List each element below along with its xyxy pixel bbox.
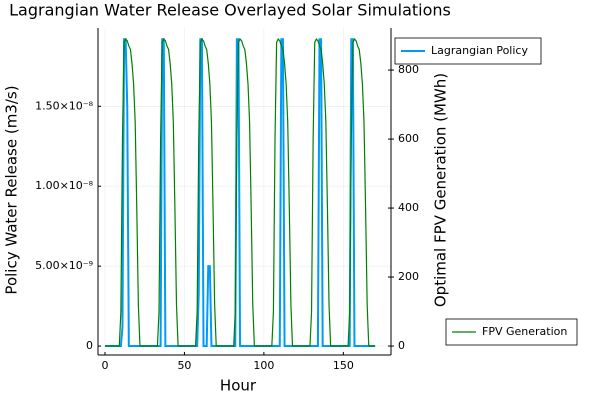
series-line: [104, 37, 376, 347]
y2-axis-label: Optimal FPV Generation (MWh): [432, 73, 450, 307]
y2-tick-label: 0: [398, 339, 405, 352]
legend-label: FPV Generation: [482, 325, 567, 338]
x-tick-label: 150: [333, 359, 354, 372]
legend-label: Lagrangian Policy: [431, 44, 528, 57]
y2-tick-label: 400: [398, 201, 419, 214]
y-tick-label: 0: [86, 339, 93, 352]
y2-tick-label: 800: [398, 63, 419, 76]
y-axis-label: Policy Water Release (m3/s): [3, 85, 21, 294]
x-tick-label: 100: [253, 359, 274, 372]
series-line: [104, 38, 376, 348]
y2-tick-label: 200: [398, 270, 419, 283]
x-axis-label: Hour: [220, 377, 257, 395]
y-tick-label: 5.00×10⁻⁹: [35, 259, 93, 272]
x-tick-label: 50: [177, 359, 191, 372]
chart-title: Lagrangian Water Release Overlayed Solar…: [9, 1, 451, 20]
y-tick-label: 1.50×10⁻⁸: [35, 99, 94, 112]
x-tick-label: 0: [101, 359, 108, 372]
y2-tick-label: 600: [398, 132, 419, 145]
y-tick-label: 1.00×10⁻⁸: [35, 179, 94, 192]
